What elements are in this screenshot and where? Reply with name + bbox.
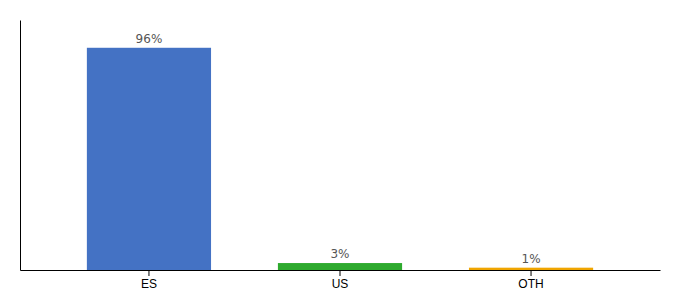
plot: 96% 3% 1% ES US OTH bbox=[21, 21, 661, 291]
x-axis: ES US OTH bbox=[21, 270, 661, 291]
bar bbox=[278, 263, 402, 270]
x-tick-mark bbox=[340, 270, 341, 276]
data-label: 96% bbox=[136, 32, 163, 46]
x-tick-mark bbox=[148, 270, 149, 276]
x-tick-label: OTH bbox=[518, 277, 543, 291]
data-label: 3% bbox=[330, 247, 349, 261]
x-tick-mark bbox=[531, 270, 532, 276]
y-axis-line bbox=[20, 21, 21, 271]
chart: 96% 3% 1% ES US OTH bbox=[0, 0, 680, 300]
y-axis bbox=[20, 21, 21, 271]
x-tick-label: US bbox=[332, 277, 349, 291]
x-tick-label: ES bbox=[141, 277, 157, 291]
x-tick: ES bbox=[141, 270, 157, 291]
bars bbox=[87, 48, 593, 270]
data-label: 1% bbox=[522, 252, 541, 266]
bar bbox=[87, 48, 211, 270]
x-tick: OTH bbox=[518, 270, 543, 291]
bar bbox=[469, 268, 593, 270]
data-labels: 96% 3% 1% bbox=[136, 32, 541, 266]
x-tick: US bbox=[332, 270, 349, 291]
